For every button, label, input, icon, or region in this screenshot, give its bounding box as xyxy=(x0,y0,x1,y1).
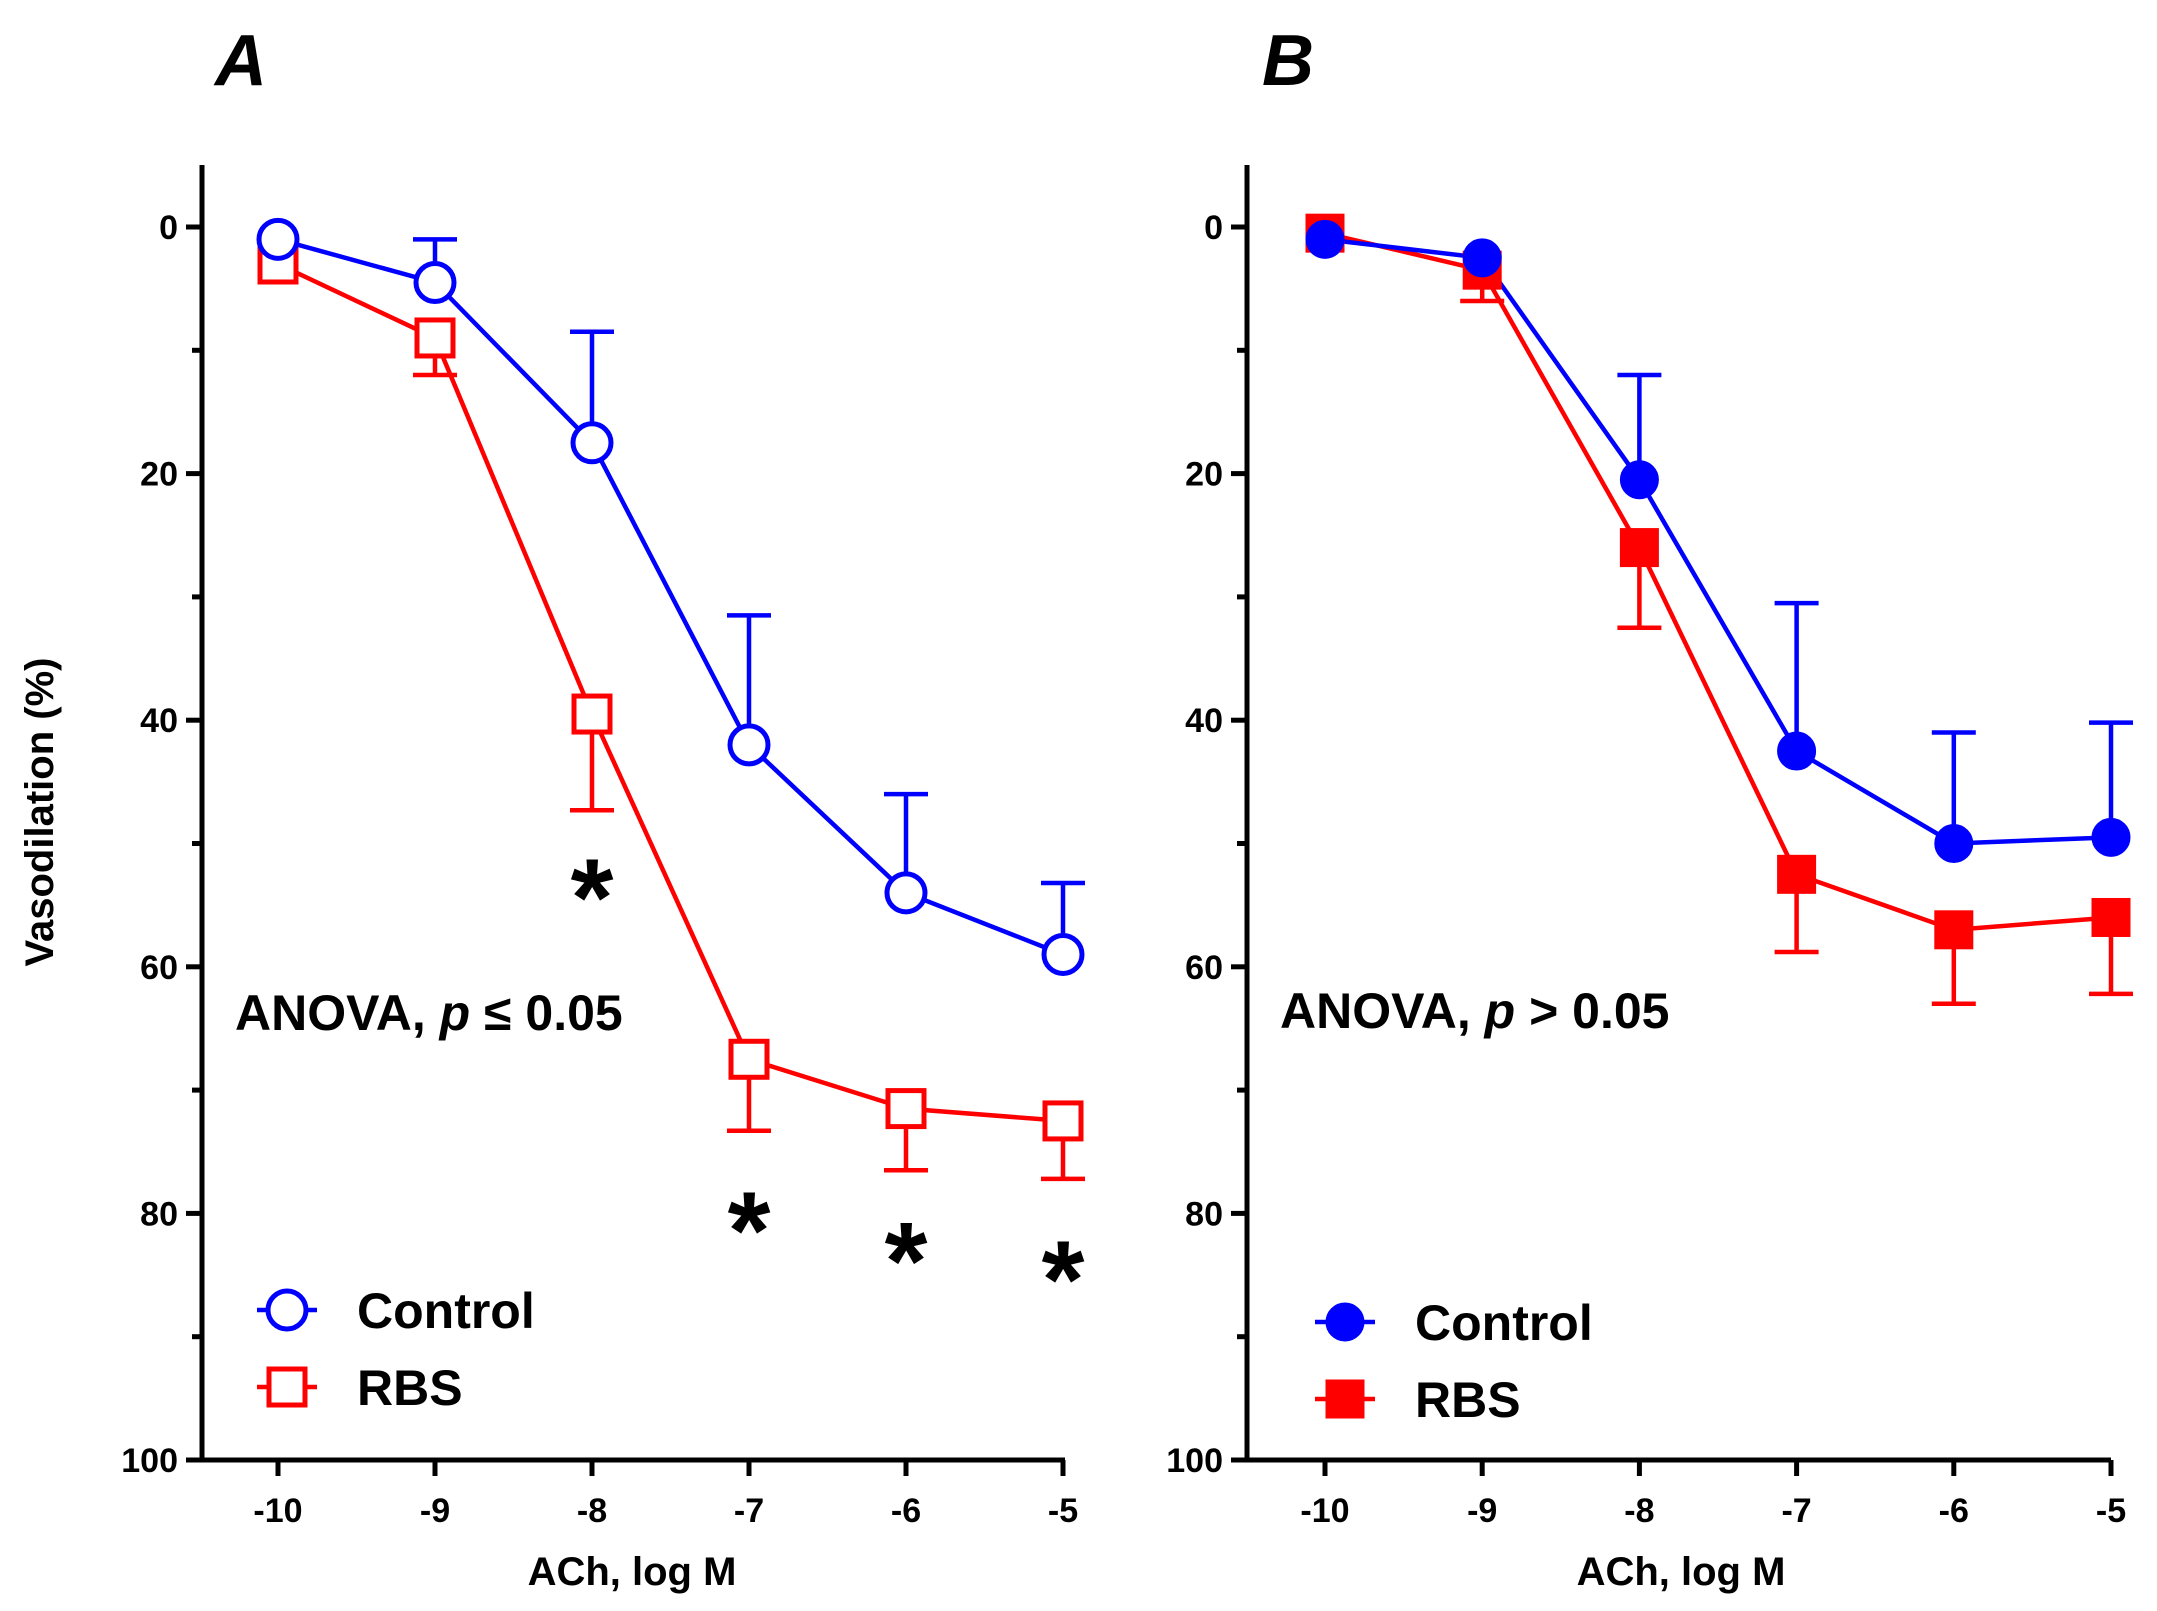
legend-marker xyxy=(265,1288,309,1332)
anova-suffix: ≤ 0.05 xyxy=(470,985,623,1041)
data-point xyxy=(256,217,300,261)
x-tick-label: -6 xyxy=(891,1492,921,1530)
series-line xyxy=(1324,237,2112,846)
y-tick-label: 0 xyxy=(159,209,178,247)
data-point xyxy=(570,421,614,465)
markers-control xyxy=(256,217,1085,976)
x-tick-label: -8 xyxy=(577,1492,607,1530)
significance-star: * xyxy=(728,1169,771,1292)
markers-control xyxy=(1305,219,2131,863)
data-point xyxy=(728,1038,770,1080)
x-tick-label: -6 xyxy=(1939,1492,1969,1530)
x-tick-label: -5 xyxy=(1048,1492,1078,1530)
data-point xyxy=(1777,731,1817,771)
anova-p: p xyxy=(1483,983,1516,1039)
anova-prefix: ANOVA, xyxy=(1280,983,1485,1039)
significance-star: * xyxy=(1042,1219,1085,1342)
y-tick-label: 100 xyxy=(1166,1442,1223,1480)
x-tick-label: -5 xyxy=(2096,1492,2126,1530)
data-point xyxy=(2091,817,2131,857)
legend: Control RBS xyxy=(257,1283,535,1416)
x-tick-label: -9 xyxy=(420,1492,450,1530)
x-tick-label: -8 xyxy=(1624,1492,1654,1530)
data-point xyxy=(1041,932,1085,976)
x-tick-label: -7 xyxy=(734,1492,764,1530)
data-point xyxy=(727,723,771,767)
series-rbs xyxy=(1324,230,2133,1007)
anova-suffix: > 0.05 xyxy=(1515,983,1669,1039)
data-point xyxy=(1042,1100,1084,1142)
y-tick-label: 60 xyxy=(1185,949,1223,987)
series-control xyxy=(277,237,1085,957)
significance-star: * xyxy=(571,836,614,959)
legend-label: RBS xyxy=(357,1360,463,1416)
x-axis-title: ACh, log M xyxy=(528,1550,737,1594)
axes xyxy=(1231,165,2114,1476)
x-tick-label: -10 xyxy=(253,1492,302,1530)
data-point xyxy=(885,1088,927,1130)
legend-label: RBS xyxy=(1415,1372,1521,1428)
x-axis-title: ACh, log M xyxy=(1577,1550,1786,1594)
y-tick-label: 100 xyxy=(121,1442,178,1480)
data-point xyxy=(1934,824,1974,863)
x-tick-label: -10 xyxy=(1300,1492,1349,1530)
y-tick-label: 40 xyxy=(1185,702,1223,740)
y-tick-label: 80 xyxy=(140,1195,178,1233)
data-point xyxy=(413,260,457,304)
legend-marker xyxy=(266,1366,308,1408)
data-point xyxy=(1777,854,1817,894)
panel-A: A 0 20 40 60 80 100 -10 -9 -8 -7 -6 -5 ACh, log M Vaso… xyxy=(18,21,1085,1594)
data-point xyxy=(884,871,928,915)
data-point xyxy=(1619,528,1659,568)
data-point xyxy=(414,317,456,359)
legend: Control RBS xyxy=(1315,1295,1593,1428)
x-tick-label: -9 xyxy=(1467,1492,1497,1530)
legend-label: Control xyxy=(1415,1295,1593,1351)
anova-annotation: ANOVA, p ≤ 0.05 xyxy=(235,985,623,1041)
series-rbs xyxy=(277,261,1085,1182)
panel-B: B 0 20 40 60 80 100 -10 -9 -8 -7 -6 -5 ACh, log M ANOV… xyxy=(1166,21,2133,1594)
y-tick-label: 20 xyxy=(1185,456,1223,494)
series-control xyxy=(1324,237,2133,846)
data-point xyxy=(1462,238,1502,278)
anova-annotation: ANOVA, p > 0.05 xyxy=(1280,983,1669,1039)
series-line xyxy=(277,237,1064,957)
y-tick-label: 60 xyxy=(140,949,178,987)
data-point xyxy=(1619,460,1659,500)
y-tick-label: 40 xyxy=(140,702,178,740)
y-tick-label: 0 xyxy=(1204,209,1223,247)
axes xyxy=(186,165,1066,1476)
x-tick-label: -7 xyxy=(1781,1492,1811,1530)
legend-marker xyxy=(1325,1379,1365,1419)
panel-letter: B xyxy=(1262,21,1314,101)
markers-rbs xyxy=(1305,213,2131,950)
significance-star: * xyxy=(885,1200,928,1323)
y-axis-title: Vasodilation (%) xyxy=(18,658,62,967)
data-point xyxy=(2091,897,2131,937)
y-tick-label: 20 xyxy=(140,456,178,494)
data-point xyxy=(571,693,613,735)
anova-p: p xyxy=(438,985,471,1041)
data-point xyxy=(1934,910,1974,950)
data-point xyxy=(1305,219,1345,259)
y-tick-label: 80 xyxy=(1185,1195,1223,1233)
legend-label: Control xyxy=(357,1283,535,1339)
panel-letter: A xyxy=(213,21,267,101)
anova-prefix: ANOVA, xyxy=(235,985,440,1041)
series-line xyxy=(277,261,1064,1124)
legend-marker xyxy=(1325,1302,1365,1342)
series-line xyxy=(1324,230,2112,933)
